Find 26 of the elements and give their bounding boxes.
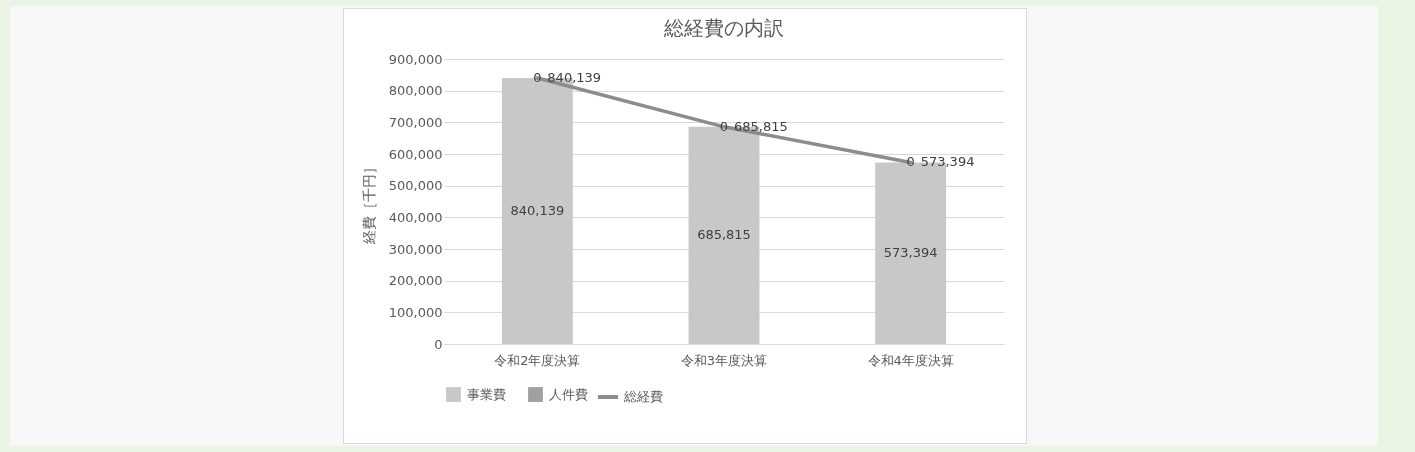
y-tick-label: 200,000 [388, 273, 443, 289]
y-tick-label: 0 [434, 336, 443, 352]
y-tick-label: 400,000 [388, 209, 443, 225]
data-label: 685,815 [734, 118, 788, 134]
y-axis-title: 経費［千円］ [360, 160, 377, 245]
y-tick-label: 600,000 [388, 146, 443, 162]
data-label: 573,394 [883, 245, 938, 261]
y-tick-label: 100,000 [388, 304, 443, 320]
y-tick-label: 900,000 [388, 51, 443, 67]
y-tick-label: 300,000 [388, 241, 443, 257]
legend-label: 事業費 [467, 386, 506, 402]
x-tick-label: 令和4年度決算 [867, 352, 954, 368]
data-label: 0 [906, 154, 915, 170]
chart-title: 総経費の内訳 [663, 16, 784, 40]
legend-label: 人件費 [549, 386, 588, 402]
data-label: 840,139 [510, 202, 565, 218]
data-label: 840,139 [547, 69, 602, 85]
data-label: 0 [533, 69, 542, 85]
data-label: 685,815 [697, 227, 751, 243]
y-tick-label: 500,000 [388, 178, 443, 194]
data-label: 573,394 [920, 154, 975, 170]
x-tick-label: 令和2年度決算 [494, 352, 581, 368]
x-tick-label: 令和3年度決算 [680, 352, 768, 368]
y-tick-label: 800,000 [388, 83, 443, 99]
y-tick-label: 700,000 [388, 114, 443, 130]
legend-label: 総経費 [623, 389, 663, 404]
